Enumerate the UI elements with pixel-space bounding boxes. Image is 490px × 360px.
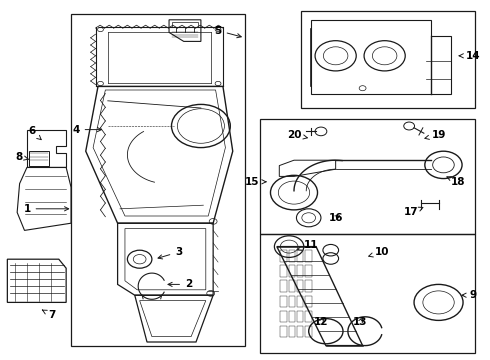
Text: 10: 10 (368, 247, 390, 257)
Text: 7: 7 (42, 310, 55, 320)
Text: 3: 3 (158, 247, 182, 259)
Bar (29, 151, 49, 166)
Bar (289, 280, 295, 292)
Bar (280, 280, 287, 292)
Text: 8: 8 (15, 152, 28, 162)
Text: 19: 19 (425, 130, 446, 140)
Text: 12: 12 (314, 317, 328, 327)
Bar (305, 250, 312, 262)
Bar (305, 280, 312, 292)
Bar (260, 119, 475, 234)
Text: 20: 20 (287, 130, 307, 140)
Text: 16: 16 (328, 213, 343, 223)
Bar (297, 296, 303, 307)
Bar (305, 311, 312, 322)
Bar (280, 250, 287, 262)
Text: 4: 4 (72, 125, 101, 135)
Bar (71, 14, 245, 346)
Text: 13: 13 (353, 317, 368, 327)
Bar (172, 22, 198, 27)
Bar (280, 326, 287, 337)
Bar (301, 11, 475, 108)
Bar (260, 234, 475, 353)
Bar (289, 311, 295, 322)
Bar (297, 326, 303, 337)
Bar (297, 280, 303, 292)
Bar (305, 296, 312, 307)
Bar (289, 296, 295, 307)
Text: 2: 2 (168, 279, 192, 289)
Text: 11: 11 (297, 240, 318, 250)
Text: 5: 5 (215, 26, 241, 38)
Bar (280, 311, 287, 322)
Bar (280, 296, 287, 307)
Text: 15: 15 (245, 177, 266, 187)
Text: 18: 18 (447, 177, 465, 187)
Bar (297, 265, 303, 277)
Bar (289, 250, 295, 262)
Text: 9: 9 (462, 290, 476, 300)
Bar (289, 265, 295, 277)
Bar (305, 326, 312, 337)
Text: 17: 17 (404, 207, 423, 217)
Bar (297, 311, 303, 322)
Text: 1: 1 (24, 204, 69, 214)
Bar (289, 326, 295, 337)
Bar (280, 265, 287, 277)
Text: 6: 6 (28, 126, 41, 140)
Bar (305, 265, 312, 277)
Bar (297, 250, 303, 262)
Text: 14: 14 (459, 51, 480, 61)
